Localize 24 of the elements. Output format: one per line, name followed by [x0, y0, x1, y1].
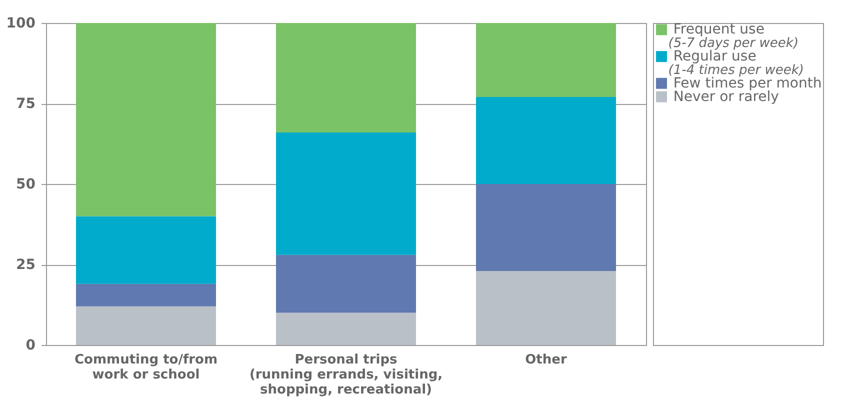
bar — [476, 270, 616, 345]
y-tick-label: 50 — [16, 176, 36, 192]
legend-label: Never or rarely — [673, 88, 779, 105]
bar — [276, 132, 416, 255]
bar — [276, 312, 416, 345]
text: Frequent use (5-7 days per week) — [668, 22, 799, 52]
bar — [276, 254, 416, 313]
x-tick-label: Other — [525, 352, 568, 368]
bar — [476, 184, 616, 271]
x-tick-label: Commuting to/from work or school — [74, 352, 218, 382]
y-tick-label: 75 — [16, 96, 36, 112]
bar — [76, 216, 216, 284]
bar — [76, 284, 216, 306]
bar — [76, 23, 216, 216]
bar — [276, 23, 416, 132]
y-tick-label: 25 — [16, 257, 36, 273]
bar — [476, 23, 616, 98]
y-tick-label: 100 — [6, 16, 36, 32]
x-tick-label: Personal trips (running errands, visiting, shopping, recreational) — [249, 352, 443, 398]
text: Regular use (1-4 times per week) — [668, 48, 804, 78]
bar — [76, 306, 216, 345]
y-tick-label: 0 — [26, 338, 36, 354]
legend-label: Few times per month — [673, 75, 822, 92]
bar — [476, 97, 616, 184]
